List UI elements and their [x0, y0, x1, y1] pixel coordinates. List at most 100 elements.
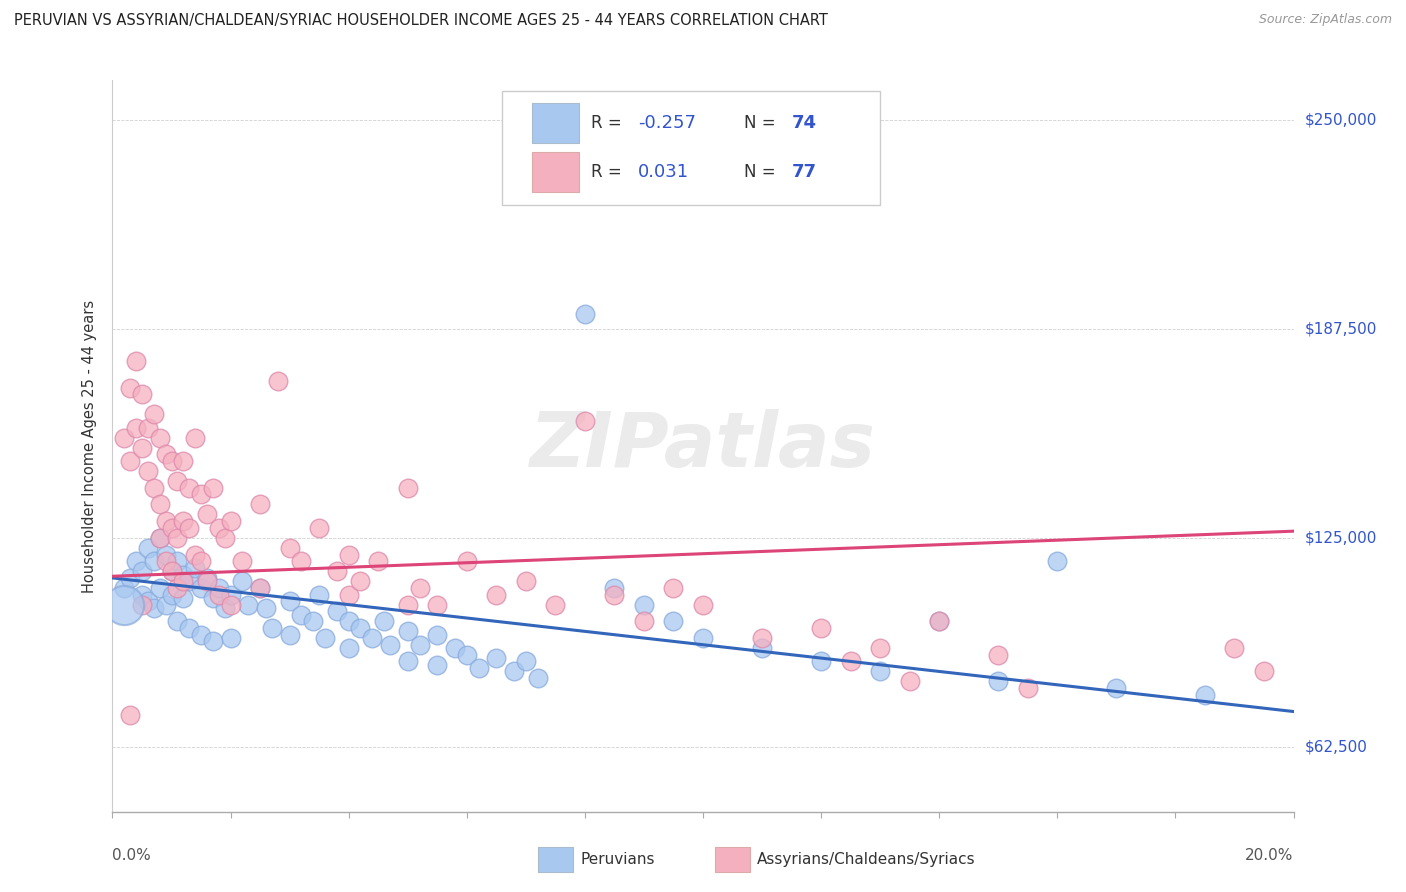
Point	[810, 621, 832, 635]
Text: PERUVIAN VS ASSYRIAN/CHALDEAN/SYRIAC HOUSEHOLDER INCOME AGES 25 - 44 YEARS CORRE: PERUVIAN VS ASSYRIAN/CHALDEAN/SYRIAC HOU…	[14, 13, 828, 29]
Point	[201, 591, 224, 605]
Point	[662, 581, 685, 595]
Point	[751, 631, 773, 645]
Point	[136, 594, 159, 608]
Point	[692, 631, 714, 645]
Point	[219, 588, 242, 602]
Point	[142, 601, 165, 615]
Text: 74: 74	[792, 113, 817, 132]
Point	[456, 648, 478, 662]
FancyBboxPatch shape	[531, 152, 579, 192]
Point	[869, 665, 891, 679]
Point	[633, 598, 655, 612]
Point	[160, 588, 183, 602]
Point	[869, 641, 891, 656]
Text: $250,000: $250,000	[1305, 113, 1376, 128]
Point	[172, 567, 194, 582]
Point	[1017, 681, 1039, 695]
Point	[308, 521, 330, 535]
Point	[396, 481, 419, 495]
Point	[179, 521, 201, 535]
Point	[112, 581, 135, 595]
Point	[444, 641, 467, 656]
Point	[378, 638, 401, 652]
Point	[302, 615, 325, 629]
FancyBboxPatch shape	[531, 103, 579, 143]
Point	[254, 601, 277, 615]
Point	[142, 481, 165, 495]
Point	[987, 648, 1010, 662]
Point	[155, 548, 177, 562]
Point	[308, 588, 330, 602]
Point	[125, 554, 148, 568]
Point	[172, 591, 194, 605]
Point	[136, 541, 159, 555]
Point	[467, 661, 489, 675]
Point	[515, 655, 537, 669]
Point	[898, 674, 921, 689]
Text: Peruvians: Peruvians	[581, 852, 655, 867]
Text: N =: N =	[744, 162, 782, 181]
Point	[928, 615, 950, 629]
Point	[166, 581, 188, 595]
Text: $62,500: $62,500	[1305, 739, 1368, 754]
Point	[526, 671, 548, 685]
Point	[426, 598, 449, 612]
Point	[231, 574, 253, 589]
Text: $125,000: $125,000	[1305, 531, 1376, 545]
Point	[426, 628, 449, 642]
Point	[290, 554, 312, 568]
Point	[839, 655, 862, 669]
Point	[208, 581, 231, 595]
Text: ZIPatlas: ZIPatlas	[530, 409, 876, 483]
Point	[190, 554, 212, 568]
Point	[1105, 681, 1128, 695]
Point	[810, 655, 832, 669]
Point	[503, 665, 526, 679]
Point	[456, 554, 478, 568]
Point	[349, 574, 371, 589]
Point	[155, 514, 177, 528]
Point	[426, 657, 449, 672]
Point	[238, 598, 260, 612]
Point	[485, 651, 508, 665]
Text: 0.031: 0.031	[638, 162, 689, 181]
Point	[290, 607, 312, 622]
Point	[172, 514, 194, 528]
Text: Assyrians/Chaldeans/Syriacs: Assyrians/Chaldeans/Syriacs	[758, 852, 976, 867]
Point	[149, 498, 172, 512]
Point	[337, 641, 360, 656]
Point	[396, 624, 419, 639]
Point	[120, 571, 142, 585]
Point	[160, 564, 183, 578]
Point	[361, 631, 384, 645]
Point	[337, 588, 360, 602]
Point	[155, 447, 177, 461]
Point	[987, 674, 1010, 689]
Point	[208, 521, 231, 535]
Point	[120, 380, 142, 394]
Point	[166, 474, 188, 488]
Point	[928, 615, 950, 629]
Point	[314, 631, 336, 645]
Point	[1194, 688, 1216, 702]
Point	[142, 554, 165, 568]
Point	[326, 564, 349, 578]
Point	[166, 554, 188, 568]
Point	[278, 594, 301, 608]
Point	[692, 598, 714, 612]
Point	[172, 454, 194, 468]
Point	[131, 387, 153, 401]
Point	[201, 481, 224, 495]
Point	[172, 574, 194, 589]
Point	[396, 655, 419, 669]
Point	[214, 601, 236, 615]
Point	[574, 414, 596, 428]
Point	[142, 407, 165, 421]
FancyBboxPatch shape	[502, 91, 880, 204]
Point	[195, 508, 218, 522]
Point	[131, 598, 153, 612]
Point	[249, 498, 271, 512]
Text: N =: N =	[744, 113, 782, 132]
Point	[195, 574, 218, 589]
